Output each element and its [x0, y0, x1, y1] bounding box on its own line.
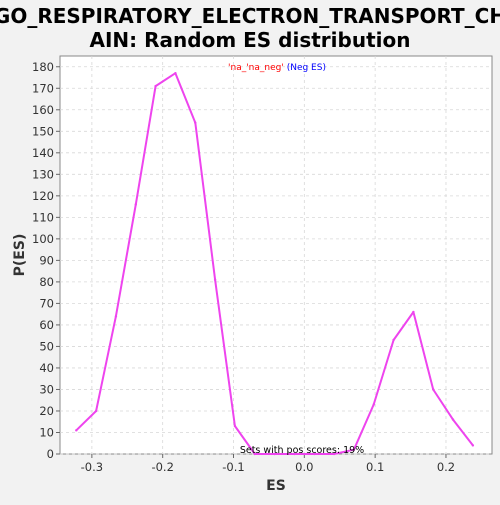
legend-entry-name: 'na_'na_neg'	[228, 63, 284, 73]
data-point	[471, 444, 475, 447]
data-point	[273, 452, 276, 456]
x-tick-label: -0.3	[81, 460, 103, 474]
y-axis-label: P(ES)	[12, 234, 28, 277]
y-tick-label: 150	[32, 124, 54, 138]
y-tick-label: 50	[39, 339, 54, 353]
y-tick-label: 160	[32, 103, 54, 117]
x-tick-label: 0.0	[295, 460, 313, 474]
y-tick-label: 80	[39, 275, 54, 289]
data-point	[352, 448, 356, 451]
data-point	[332, 452, 336, 456]
y-tick-label: 130	[32, 167, 54, 181]
data-point	[194, 121, 197, 124]
grid-lines	[60, 56, 492, 455]
y-tick-label: 30	[39, 382, 54, 396]
data-point	[313, 452, 316, 456]
series-layer	[75, 72, 475, 456]
data-point	[451, 418, 455, 421]
y-tick-label: 110	[32, 210, 54, 224]
data-point	[432, 388, 435, 391]
y-tick-label: 20	[39, 404, 54, 418]
y-tick-label: 40	[39, 361, 54, 375]
chart-title-line-1: GO_RESPIRATORY_ELECTRON_TRANSPORT_CH	[0, 4, 500, 28]
legend: 'na_'na_neg' (Neg ES)	[228, 63, 326, 73]
y-tick-label: 170	[32, 81, 54, 95]
x-tick-label: -0.2	[151, 460, 173, 474]
y-tick-label: 0	[47, 447, 54, 461]
x-tick-label: 0.1	[366, 460, 384, 474]
data-point	[213, 278, 217, 281]
y-tick-label: 60	[39, 318, 54, 332]
data-point	[412, 310, 415, 314]
data-point	[134, 203, 137, 206]
x-tick-label: 0.2	[437, 460, 455, 474]
data-point	[75, 429, 78, 432]
pos-scores-annotation: Sets with pos scores: 19%	[240, 445, 364, 456]
y-tick-label: 120	[32, 189, 54, 203]
data-point	[293, 452, 296, 456]
y-tick-label: 10	[39, 425, 54, 439]
x-tick-label: -0.1	[222, 460, 244, 474]
y-tick-label: 90	[39, 253, 54, 267]
data-point	[372, 403, 375, 406]
data-point	[154, 84, 157, 88]
data-point	[114, 315, 118, 318]
data-point	[253, 452, 256, 456]
data-point	[174, 72, 177, 75]
chart-title-line-2: AIN: Random ES distribution	[90, 28, 411, 52]
x-axis-label: ES	[266, 478, 286, 494]
plot-area	[59, 55, 493, 455]
y-tick-label: 70	[39, 296, 54, 310]
data-point	[94, 409, 98, 413]
y-tick-label: 180	[32, 60, 54, 74]
axes: 0 10 20 30 40 50 60 70 80 90 100 110 120 130 140 150 160…	[32, 60, 455, 474]
y-tick-label: 100	[32, 232, 54, 246]
data-point	[233, 424, 237, 428]
y-tick-label: 140	[32, 146, 54, 160]
legend-entry-suffix: (Neg ES)	[284, 63, 326, 73]
data-point	[392, 338, 395, 342]
